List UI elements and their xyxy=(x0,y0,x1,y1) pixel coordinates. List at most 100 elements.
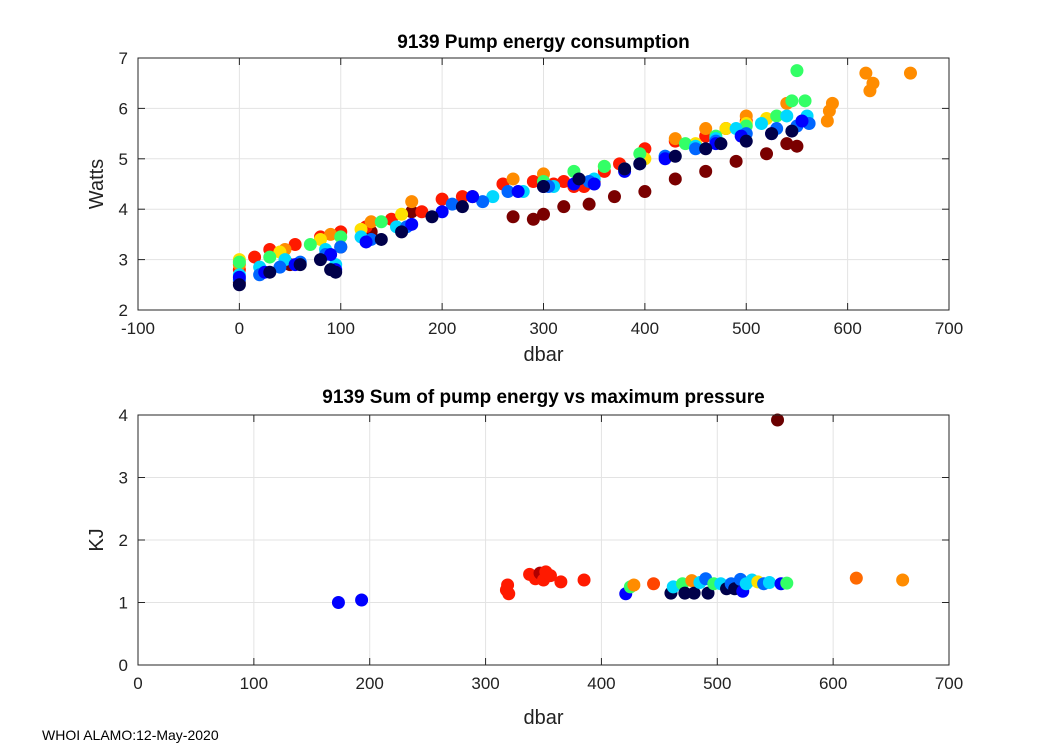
scatter-point xyxy=(232,278,246,292)
scatter-point xyxy=(466,190,480,204)
scatter-point xyxy=(762,576,776,589)
scatter-point xyxy=(263,250,277,264)
scatter-point xyxy=(699,164,713,178)
scatter-point xyxy=(248,250,262,264)
scatter-point xyxy=(557,200,571,214)
y-tick-label: 1 xyxy=(119,594,128,613)
scatter-point xyxy=(633,147,647,161)
scatter-point xyxy=(435,205,449,219)
scatter-point xyxy=(577,573,591,587)
scatter-point xyxy=(896,573,910,587)
scatter-point xyxy=(790,64,804,78)
scatter-point xyxy=(374,232,388,246)
scatter-point xyxy=(618,162,632,176)
scatter-point xyxy=(526,212,540,226)
x-tick-label: 700 xyxy=(935,319,963,338)
scatter-point xyxy=(405,205,419,219)
x-tick-label: 300 xyxy=(529,319,557,338)
y-tick-label: 2 xyxy=(119,301,128,320)
scatter-point xyxy=(719,122,733,136)
scatter-point xyxy=(849,571,863,585)
scatter-point xyxy=(795,114,809,128)
scatter-point xyxy=(780,109,794,123)
scatter-point xyxy=(668,172,682,186)
plot-pump-energy-consumption: -100 0 100 200 300 400 500 600 700 2 3 4 5 6 7 9139 P… xyxy=(86,32,963,366)
scatter-point xyxy=(288,237,302,251)
scatter-point xyxy=(689,142,703,156)
x-tick-label: 200 xyxy=(428,319,456,338)
scatter-point xyxy=(785,124,799,138)
scatter-point xyxy=(486,190,500,204)
x-tick-label: 500 xyxy=(703,674,731,693)
scatter-point xyxy=(355,593,369,607)
chart-title: 9139 Pump energy consumption xyxy=(397,32,689,53)
scatter-point xyxy=(506,210,520,224)
x-tick-label: -100 xyxy=(121,319,155,338)
scatter-point xyxy=(303,237,317,251)
tick-marks xyxy=(137,414,950,666)
y-tick-label: 4 xyxy=(119,406,128,425)
scatter-point xyxy=(760,147,774,161)
scatter-point xyxy=(678,137,692,151)
scatter-point xyxy=(364,215,378,229)
scatter-point xyxy=(405,217,419,231)
scatter-point xyxy=(324,227,338,241)
y-tick-label: 5 xyxy=(119,150,128,169)
x-tick-label: 200 xyxy=(356,674,384,693)
scatter-point xyxy=(537,207,550,221)
scatter-point xyxy=(359,235,373,249)
scatter-point xyxy=(903,66,917,80)
scatter-point xyxy=(729,154,743,168)
scatter-point xyxy=(633,157,647,171)
scatter-point xyxy=(820,114,834,128)
scatter-point xyxy=(501,185,515,199)
scatter-point xyxy=(476,195,490,209)
x-tick-label: 100 xyxy=(240,674,268,693)
scatter-point xyxy=(785,94,799,108)
scatter-point xyxy=(435,192,449,206)
scatter-point xyxy=(334,240,348,254)
scatter-point xyxy=(502,587,516,601)
scatter-point xyxy=(582,197,596,211)
scatter-point xyxy=(765,127,779,141)
scatter-point xyxy=(395,225,409,239)
y-tick-label: 3 xyxy=(119,469,128,488)
footer-credit: WHOI ALAMO:12-May-2020 xyxy=(42,727,219,743)
scatter-point xyxy=(607,190,621,204)
scatter-point xyxy=(374,215,388,229)
scatter-point xyxy=(263,265,277,279)
y-tick-label: 0 xyxy=(119,656,128,675)
scatter-point xyxy=(866,76,880,90)
y-tick-label: 6 xyxy=(119,99,128,118)
y-tick-label: 3 xyxy=(119,251,128,270)
x-tick-label: 400 xyxy=(631,319,659,338)
x-tick-label: 100 xyxy=(327,319,355,338)
scatter-point xyxy=(647,577,661,591)
chart-title: 9139 Sum of pump energy vs maximum press… xyxy=(322,387,764,408)
scatter-point xyxy=(405,195,419,209)
y-axis-label: Watts xyxy=(86,159,108,209)
scatter-point xyxy=(739,134,753,148)
x-tick-label: 700 xyxy=(935,674,963,693)
scatter-point xyxy=(455,200,469,214)
scatter-point xyxy=(668,149,682,163)
scatter-point xyxy=(395,207,409,221)
x-tick-label: 400 xyxy=(587,674,615,693)
x-tick-label: 600 xyxy=(819,674,847,693)
x-axis-label: dbar xyxy=(523,707,563,729)
x-tick-label: 300 xyxy=(471,674,499,693)
scatter-point xyxy=(790,139,804,153)
x-axis-label: dbar xyxy=(523,344,563,366)
scatter-point xyxy=(770,109,784,123)
scatter-point xyxy=(543,569,557,583)
scatter-point xyxy=(324,248,338,262)
scatter-point xyxy=(232,255,246,269)
scatter-point xyxy=(293,258,307,272)
scatter-point xyxy=(859,66,873,80)
scatter-point xyxy=(658,152,672,166)
scatter-point xyxy=(597,159,611,173)
scatter-point xyxy=(537,180,550,194)
scatter-point xyxy=(329,265,343,279)
scatter-point xyxy=(780,137,794,151)
plot-sum-pump-energy: 0 100 200 300 400 500 600 700 0 1 2 3 4 9139 Sum of… xyxy=(86,387,963,729)
